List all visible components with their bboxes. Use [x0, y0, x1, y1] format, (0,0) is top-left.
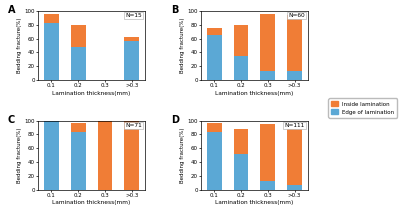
Bar	[124, 41, 139, 80]
Bar	[207, 35, 222, 80]
X-axis label: Lamination thickness(mm): Lamination thickness(mm)	[52, 91, 131, 95]
Bar	[287, 123, 302, 184]
Legend: Inside lamination, Edge of lamination: Inside lamination, Edge of lamination	[328, 98, 397, 118]
Bar	[71, 123, 86, 132]
Text: N=111: N=111	[284, 123, 305, 128]
Bar	[44, 14, 59, 23]
Text: C: C	[8, 115, 15, 125]
Bar	[71, 132, 86, 190]
Bar	[44, 121, 59, 190]
Bar	[207, 28, 222, 35]
Text: B: B	[171, 5, 178, 15]
Y-axis label: Bedding fracture(%): Bedding fracture(%)	[180, 128, 185, 183]
Bar	[234, 25, 248, 56]
Bar	[260, 124, 275, 181]
Text: D: D	[171, 115, 179, 125]
X-axis label: Lamination thickness(mm): Lamination thickness(mm)	[215, 91, 294, 95]
Bar	[287, 71, 302, 80]
Bar	[287, 184, 302, 190]
Bar	[260, 181, 275, 190]
Bar	[124, 37, 139, 41]
Bar	[71, 47, 86, 80]
Bar	[234, 154, 248, 190]
Bar	[207, 123, 222, 132]
Text: N=71: N=71	[125, 123, 142, 128]
Bar	[234, 129, 248, 154]
Bar	[287, 15, 302, 71]
Bar	[98, 121, 112, 190]
Bar	[207, 132, 222, 190]
Y-axis label: Bedding fracture(%): Bedding fracture(%)	[180, 18, 185, 73]
Text: A: A	[8, 5, 16, 15]
X-axis label: Lamination thickness(mm): Lamination thickness(mm)	[52, 200, 131, 205]
Bar	[124, 121, 139, 190]
Bar	[71, 25, 86, 47]
Bar	[44, 23, 59, 80]
Text: N=60: N=60	[288, 13, 305, 18]
Text: N=15: N=15	[125, 13, 142, 18]
Y-axis label: Bedding fracture(%): Bedding fracture(%)	[17, 128, 22, 183]
Bar	[260, 14, 275, 71]
Bar	[260, 71, 275, 80]
Y-axis label: Bedding fracture(%): Bedding fracture(%)	[17, 18, 22, 73]
X-axis label: Lamination thickness(mm): Lamination thickness(mm)	[215, 200, 294, 205]
Bar	[234, 56, 248, 80]
